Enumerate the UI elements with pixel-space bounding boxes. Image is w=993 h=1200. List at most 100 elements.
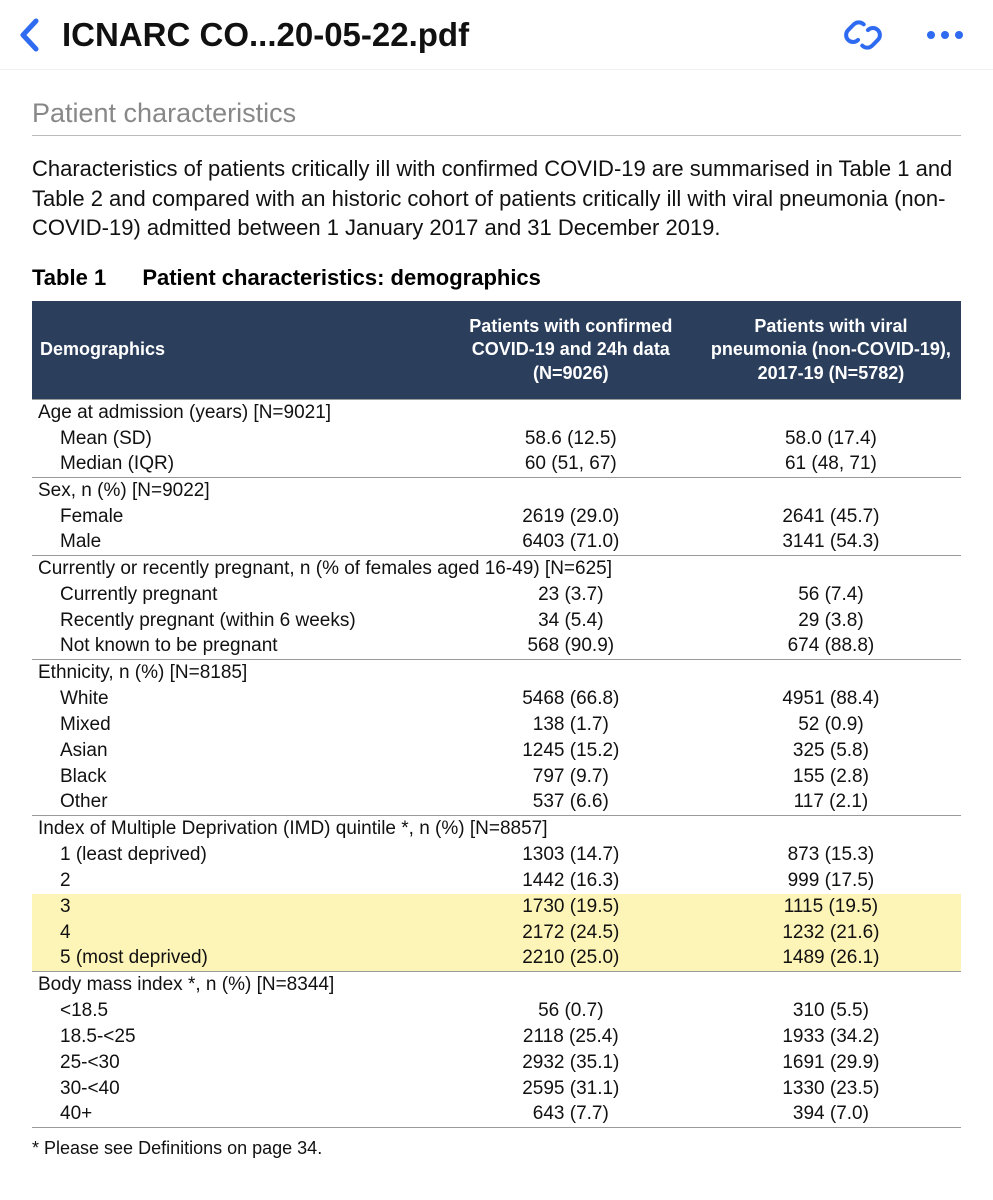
row-label: Male <box>32 530 441 556</box>
row-viral-value <box>701 816 961 842</box>
row-covid-value: 1303 (14.7) <box>441 842 701 868</box>
table-row: Other537 (6.6)117 (2.1) <box>32 790 961 816</box>
row-covid-value: 58.6 (12.5) <box>441 426 701 452</box>
row-covid-value: 1245 (15.2) <box>441 738 701 764</box>
row-label: White <box>32 686 441 712</box>
row-label: 3 <box>32 894 441 920</box>
row-covid-value: 568 (90.9) <box>441 634 701 660</box>
table-row: Median (IQR)60 (51, 67)61 (48, 71) <box>32 452 961 478</box>
table-row: Currently pregnant23 (3.7)56 (7.4) <box>32 582 961 608</box>
row-viral-value: 873 (15.3) <box>701 842 961 868</box>
row-viral-value: 2641 (45.7) <box>701 504 961 530</box>
table-row: 30-<402595 (31.1)1330 (23.5) <box>32 1076 961 1102</box>
row-viral-value: 29 (3.8) <box>701 608 961 634</box>
row-label: Black <box>32 764 441 790</box>
ellipsis-icon <box>925 29 965 41</box>
row-label: Currently or recently pregnant, n (% of … <box>32 556 441 582</box>
row-label: Index of Multiple Deprivation (IMD) quin… <box>32 816 441 842</box>
link-icon <box>843 15 883 55</box>
row-viral-value: 999 (17.5) <box>701 868 961 894</box>
row-label: 2 <box>32 868 441 894</box>
table-row: Mean (SD)58.6 (12.5)58.0 (17.4) <box>32 426 961 452</box>
row-label: <18.5 <box>32 998 441 1024</box>
row-viral-value: 52 (0.9) <box>701 712 961 738</box>
row-viral-value: 1232 (21.6) <box>701 920 961 946</box>
table-row: Not known to be pregnant568 (90.9)674 (8… <box>32 634 961 660</box>
table-header-row: Demographics Patients with confirmed COV… <box>32 301 961 400</box>
row-viral-value <box>701 660 961 686</box>
document-content: Patient characteristics Characteristics … <box>0 70 993 1159</box>
row-label: Currently pregnant <box>32 582 441 608</box>
table-title: Patient characteristics: demographics <box>142 265 541 290</box>
row-label: Female <box>32 504 441 530</box>
row-covid-value: 138 (1.7) <box>441 712 701 738</box>
table-row: 31730 (19.5)1115 (19.5) <box>32 894 961 920</box>
chevron-left-icon <box>18 18 40 52</box>
row-label: Mean (SD) <box>32 426 441 452</box>
more-button[interactable] <box>915 29 975 41</box>
intro-paragraph: Characteristics of patients critically i… <box>32 154 961 243</box>
table-row: Currently or recently pregnant, n (% of … <box>32 556 961 582</box>
row-viral-value: 394 (7.0) <box>701 1102 961 1128</box>
row-covid-value: 2595 (31.1) <box>441 1076 701 1102</box>
demographics-table: Demographics Patients with confirmed COV… <box>32 301 961 1128</box>
table-row: <18.556 (0.7)310 (5.5) <box>32 998 961 1024</box>
row-covid-value <box>441 660 701 686</box>
row-covid-value: 537 (6.6) <box>441 790 701 816</box>
row-viral-value: 3141 (54.3) <box>701 530 961 556</box>
row-covid-value <box>441 400 701 426</box>
row-label: Age at admission (years) [N=9021] <box>32 400 441 426</box>
row-viral-value: 1115 (19.5) <box>701 894 961 920</box>
row-viral-value: 674 (88.8) <box>701 634 961 660</box>
share-link-button[interactable] <box>833 15 893 55</box>
row-label: Recently pregnant (within 6 weeks) <box>32 608 441 634</box>
row-label: Asian <box>32 738 441 764</box>
row-covid-value <box>441 972 701 998</box>
row-label: Other <box>32 790 441 816</box>
row-viral-value: 155 (2.8) <box>701 764 961 790</box>
section-heading: Patient characteristics <box>32 98 961 136</box>
table-row: 25-<302932 (35.1)1691 (29.9) <box>32 1050 961 1076</box>
table-row: Index of Multiple Deprivation (IMD) quin… <box>32 816 961 842</box>
row-label: Mixed <box>32 712 441 738</box>
row-label: Not known to be pregnant <box>32 634 441 660</box>
row-covid-value <box>441 478 701 504</box>
table-row: 40+643 (7.7)394 (7.0) <box>32 1102 961 1128</box>
col-header-viral: Patients with viral pneumonia (non-COVID… <box>701 301 961 400</box>
row-covid-value: 1730 (19.5) <box>441 894 701 920</box>
row-label: Body mass index *, n (%) [N=8344] <box>32 972 441 998</box>
row-label: 30-<40 <box>32 1076 441 1102</box>
table-row: Female2619 (29.0)2641 (45.7) <box>32 504 961 530</box>
back-button[interactable] <box>18 18 40 52</box>
row-covid-value: 60 (51, 67) <box>441 452 701 478</box>
table-row: 21442 (16.3)999 (17.5) <box>32 868 961 894</box>
row-covid-value: 2932 (35.1) <box>441 1050 701 1076</box>
table-row: 5 (most deprived)2210 (25.0)1489 (26.1) <box>32 946 961 972</box>
row-viral-value: 1489 (26.1) <box>701 946 961 972</box>
row-label: Sex, n (%) [N=9022] <box>32 478 441 504</box>
table-number: Table 1 <box>32 265 106 290</box>
row-label: 1 (least deprived) <box>32 842 441 868</box>
row-covid-value: 2619 (29.0) <box>441 504 701 530</box>
row-covid-value: 34 (5.4) <box>441 608 701 634</box>
row-label: 5 (most deprived) <box>32 946 441 972</box>
table-row: Sex, n (%) [N=9022] <box>32 478 961 504</box>
table-row: 18.5-<252118 (25.4)1933 (34.2) <box>32 1024 961 1050</box>
footnote: * Please see Definitions on page 34. <box>32 1138 961 1159</box>
row-covid-value: 5468 (66.8) <box>441 686 701 712</box>
table-caption: Table 1 Patient characteristics: demogra… <box>32 265 961 291</box>
file-title: ICNARC CO...20-05-22.pdf <box>62 16 811 54</box>
row-label: 18.5-<25 <box>32 1024 441 1050</box>
row-viral-value: 310 (5.5) <box>701 998 961 1024</box>
row-covid-value: 56 (0.7) <box>441 998 701 1024</box>
row-viral-value: 58.0 (17.4) <box>701 426 961 452</box>
table-row: Male6403 (71.0)3141 (54.3) <box>32 530 961 556</box>
row-viral-value: 4951 (88.4) <box>701 686 961 712</box>
row-label: Ethnicity, n (%) [N=8185] <box>32 660 441 686</box>
row-covid-value: 23 (3.7) <box>441 582 701 608</box>
table-row: 42172 (24.5)1232 (21.6) <box>32 920 961 946</box>
table-row: Age at admission (years) [N=9021] <box>32 400 961 426</box>
table-row: 1 (least deprived)1303 (14.7)873 (15.3) <box>32 842 961 868</box>
table-row: White5468 (66.8)4951 (88.4) <box>32 686 961 712</box>
table-row: Mixed138 (1.7)52 (0.9) <box>32 712 961 738</box>
